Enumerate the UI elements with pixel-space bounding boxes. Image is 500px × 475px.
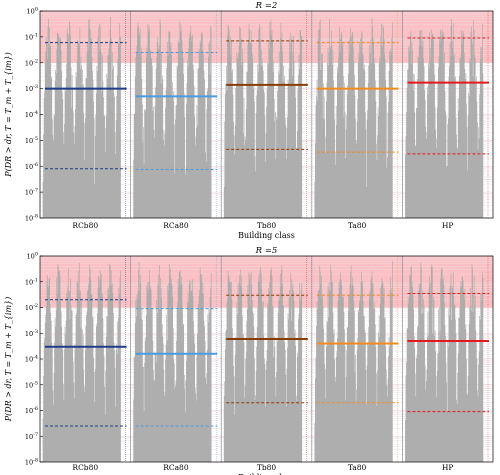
panel-2: 100 10-1 10-2 10-3 10-4 10-5 10-6 10-7 10-8 RCb80… [4, 246, 494, 475]
histogram-Ta80 [314, 256, 398, 462]
histogram-HP [405, 256, 489, 462]
x-axis-label: Building class [238, 473, 295, 475]
y-tick-label: 10-2 [25, 58, 38, 67]
y-tick-label: 100 [27, 252, 38, 261]
histogram-RCa80 [133, 256, 217, 462]
y-tick-label: 10-7 [25, 432, 38, 441]
x-tick-label: Ta80 [348, 463, 367, 472]
panel-1: 100 10-1 10-2 10-3 10-4 10-5 10-6 10-7 10-8 RCb80… [4, 1, 494, 240]
chart-title: R =2 [255, 1, 278, 11]
y-tick-label: 10-4 [25, 110, 38, 119]
x-axis-label: Building class [238, 231, 295, 240]
x-tick-label: HP [442, 221, 454, 230]
y-tick-label: 10-8 [25, 214, 38, 223]
histogram-RCb80 [42, 256, 126, 462]
histogram-RCa80 [133, 11, 217, 218]
x-tick-label: Tb80 [257, 463, 277, 472]
histogram-Ta80 [314, 11, 398, 218]
y-axis-label: P(DR > dr, T = T_m + T_{im}) [4, 297, 13, 423]
y-tick-label: 10-1 [25, 277, 38, 286]
x-tick-label: RCa80 [163, 221, 189, 230]
histogram-bars [223, 19, 303, 218]
x-tick-label: RCa80 [163, 463, 189, 472]
y-tick-label: 10-3 [25, 329, 38, 338]
histogram-Tb80 [223, 256, 308, 462]
y-tick-label: 10-5 [25, 136, 38, 145]
histogram-bars [42, 262, 121, 462]
histogram-bars [314, 261, 393, 462]
histogram-HP [405, 11, 489, 218]
y-tick-label: 100 [27, 7, 38, 16]
histogram-bars [405, 19, 484, 218]
x-tick-label: Ta80 [348, 221, 367, 230]
y-tick-label: 10-1 [25, 32, 38, 41]
histogram-bars [314, 17, 393, 218]
histogram-bars [133, 262, 212, 462]
x-tick-label: RCb80 [72, 463, 98, 472]
y-tick-label: 10-4 [25, 355, 38, 364]
x-tick-label: RCb80 [72, 221, 98, 230]
y-tick-label: 10-8 [25, 458, 38, 467]
y-tick-label: 10-6 [25, 162, 38, 171]
histogram-bars [42, 17, 121, 218]
x-tick-label: Tb80 [257, 221, 277, 230]
y-tick-label: 10-7 [25, 188, 38, 197]
histogram-bars [223, 264, 303, 462]
y-tick-label: 10-2 [25, 303, 38, 312]
histogram-RCb80 [42, 11, 126, 218]
y-tick-label: 10-3 [25, 84, 38, 93]
histogram-Tb80 [223, 11, 308, 218]
y-axis-label: P(DR > dr, T = T_m + T_{im}) [4, 52, 13, 178]
y-tick-label: 10-6 [25, 406, 38, 415]
histogram-bars [405, 262, 484, 462]
y-tick-label: 10-5 [25, 380, 38, 389]
histogram-bars [133, 19, 212, 218]
chart-title: R =5 [255, 246, 278, 256]
x-tick-label: HP [442, 463, 454, 472]
